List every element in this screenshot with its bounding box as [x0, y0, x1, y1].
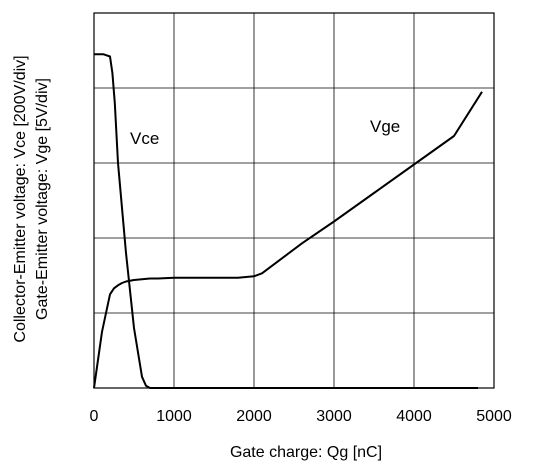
x-tick-label: 1000 — [156, 408, 192, 425]
grid — [94, 13, 494, 388]
x-axis-title: Gate charge: Qg [nC] — [230, 444, 382, 461]
series-line-vge — [93, 91, 483, 389]
x-tick-label: 0 — [90, 408, 99, 425]
annotation-vge: Vge — [370, 117, 400, 136]
y-axis-title-line-1: Collector-Emitter voltage: Vce [200V/div… — [12, 55, 29, 342]
annotation-vce: Vce — [130, 129, 159, 148]
series-line-vce — [94, 53, 478, 389]
y-axis-title-line-2: Gate-Emitter voltage: Vge [5V/div] — [34, 78, 51, 320]
x-tick-label: 2000 — [236, 408, 272, 425]
plot-frame — [93, 12, 495, 389]
x-tick-label: 4000 — [396, 408, 432, 425]
x-tick-label: 3000 — [316, 408, 352, 425]
series-layer — [93, 53, 483, 389]
x-tick-label: 5000 — [476, 408, 512, 425]
x-ticks: 0 1000 2000 3000 4000 5000 — [90, 408, 512, 425]
